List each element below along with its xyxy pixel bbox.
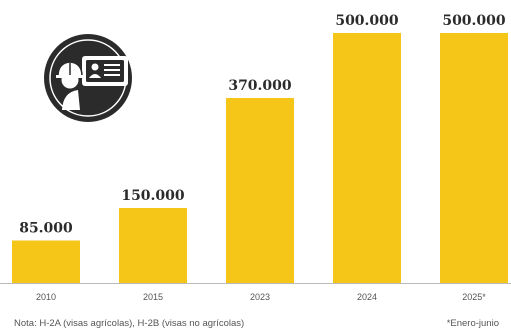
bar-2024 (333, 33, 401, 283)
bar-2010 (12, 241, 80, 284)
chart-footnote: *Enero-junio (447, 318, 499, 329)
x-tick-label: 2025* (462, 292, 486, 302)
bar-2025 (440, 33, 508, 283)
value-label: 85.000 (19, 221, 73, 237)
value-label: 500.000 (442, 13, 506, 29)
value-label: 370.000 (228, 78, 292, 94)
x-tick-label: 2024 (357, 292, 377, 302)
value-label: 500.000 (335, 13, 399, 29)
x-tick-label: 2023 (250, 292, 270, 302)
value-label: 150.000 (121, 188, 185, 204)
x-tick-label: 2010 (36, 292, 56, 302)
x-tick-label: 2015 (143, 292, 163, 302)
bar-2023 (226, 98, 294, 283)
bar-2015 (119, 208, 187, 283)
x-tick-labels: 2010 2015 2023 2024 2025* (36, 292, 486, 302)
chart-note: Nota: H-2A (visas agrícolas), H-2B (visa… (14, 318, 244, 329)
worker-id-card-icon (44, 34, 132, 122)
